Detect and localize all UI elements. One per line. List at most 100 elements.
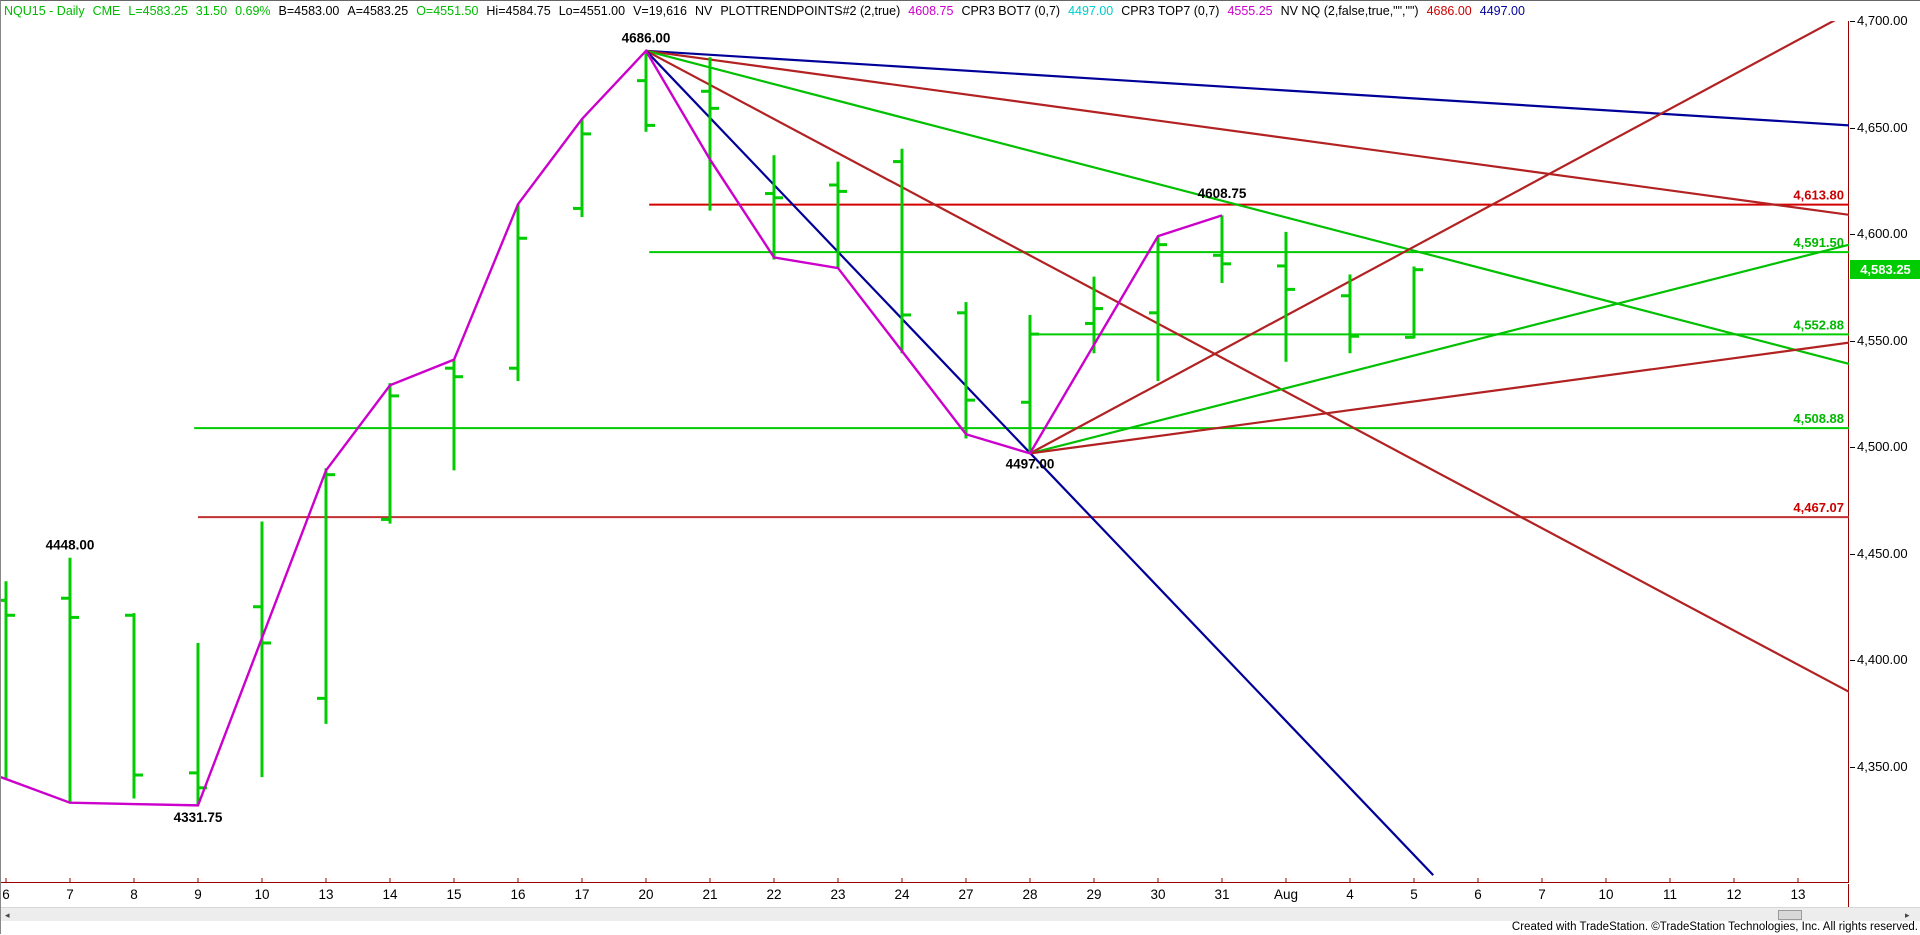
date-axis-label: 10: [254, 887, 270, 902]
header-segment: 4497.00: [1068, 4, 1114, 18]
tick-dash: [1850, 553, 1855, 555]
price-axis-label: 4,500.00: [1857, 439, 1908, 454]
tick-dash: [1850, 447, 1855, 449]
date-axis-label: 5: [1410, 887, 1418, 902]
chart-area[interactable]: 4,613.80 4,591.50 4,552.88 4,508.88 4,467.07…: [1, 21, 1849, 883]
date-axis-label: 16: [510, 887, 526, 902]
level-label: 4,508.88: [1793, 411, 1844, 426]
swing-price-annotation: 4331.75: [174, 810, 223, 825]
tick-dash: [1850, 234, 1855, 236]
header-segment: 4497.00: [1479, 4, 1525, 18]
date-axis-label: 6: [1474, 887, 1482, 902]
price-axis-label: 4,550.00: [1857, 332, 1908, 348]
date-axis-label: 6: [2, 887, 10, 902]
last-price-badge: 4,583.25: [1850, 260, 1920, 280]
trendline-low-green[interactable]: [1029, 243, 1849, 455]
trendline-peak-navy-shallow[interactable]: [645, 49, 1849, 127]
tick-dash: [1850, 127, 1855, 129]
date-axis-label: 22: [766, 887, 782, 902]
date-axis-label: 7: [66, 887, 74, 902]
date-axis-label: 27: [958, 887, 974, 902]
scroll-right-icon[interactable]: ▸: [1905, 910, 1910, 920]
scroll-left-icon[interactable]: ◂: [5, 910, 10, 920]
date-axis-label: 11: [1662, 887, 1677, 902]
date-axis-label: 15: [446, 887, 462, 902]
plottrendpoints-line[interactable]: [1, 48, 1223, 807]
date-axis-label: 13: [1790, 887, 1806, 902]
price-axis-label: 4,700.00: [1857, 13, 1908, 28]
header-segment: 4555.25: [1227, 4, 1273, 18]
date-axis-label: 7: [1538, 887, 1546, 902]
price-axis-tick: 4,450.00: [1850, 546, 1908, 562]
symbol-status-bar: NQU15 - Daily CME L=4583.25 31.50 0.69% B=458…: [1, 1, 1920, 21]
date-axis-label: 21: [702, 887, 718, 902]
trendline-peak-navy-steep[interactable]: [645, 50, 1434, 876]
price-axis-tick: 4,500.00: [1850, 439, 1908, 455]
header-segment: CME: [92, 4, 121, 18]
date-axis-label: 12: [1726, 887, 1742, 902]
tick-dash: [1850, 660, 1855, 662]
price-axis-label: 4,600.00: [1857, 226, 1908, 241]
header-segment: A=4583.25: [347, 4, 409, 18]
header-segment: 31.50: [195, 4, 228, 18]
date-axis-label: 20: [638, 887, 654, 902]
price-axis-tick: 4,550.00: [1850, 333, 1908, 349]
date-axis-label: 9: [194, 887, 202, 902]
level-label: 4,613.80: [1793, 188, 1844, 203]
date-axis-label: 13: [318, 887, 334, 902]
date-axis-label: 17: [574, 887, 590, 902]
price-axis-label: 4,450.00: [1857, 545, 1908, 561]
copyright-text: Created with TradeStation. ©TradeStation…: [1511, 921, 1918, 933]
price-axis-label: 4,350.00: [1857, 758, 1908, 774]
level-label: 4,552.88: [1793, 317, 1844, 332]
date-axis-label: 14: [382, 887, 398, 902]
header-segment: B=4583.00: [278, 4, 340, 18]
swing-price-annotation: 4497.00: [1006, 457, 1055, 472]
header-segment: NV NQ (2,false,true,"",""): [1280, 4, 1419, 18]
price-axis-tick: 4,350.00: [1850, 759, 1908, 775]
date-axis-label: 31: [1214, 887, 1230, 902]
trendline-low-red-shallow[interactable]: [1029, 341, 1849, 455]
date-axis-label: Aug: [1273, 887, 1299, 902]
level-label: 4,591.50: [1793, 235, 1844, 250]
date-axis-label: 24: [894, 887, 910, 902]
header-segment: CPR3 BOT7 (0,7): [961, 4, 1061, 18]
swing-price-annotation: 4608.75: [1198, 186, 1247, 201]
date-axis-label: 23: [830, 887, 846, 902]
price-chart[interactable]: 4,613.80 4,591.50 4,552.88 4,508.88 4,467.07…: [1, 21, 1849, 883]
header-segment: NQU15 - Daily: [4, 4, 85, 18]
header-segment: NV: [694, 4, 713, 18]
level-label: 4,467.07: [1793, 500, 1844, 515]
swing-price-annotation: 4686.00: [622, 31, 671, 46]
header-segment: V=19,616: [633, 4, 687, 18]
price-axis-tick: 4,700.00: [1850, 13, 1908, 29]
header-segment: 4608.75: [908, 4, 954, 18]
date-axis-label: 30: [1150, 887, 1166, 902]
header-segment: CPR3 TOP7 (0,7): [1121, 4, 1220, 18]
tick-dash: [1850, 340, 1855, 342]
tick-dash: [1850, 21, 1855, 23]
trendline-low-red-steep[interactable]: [1029, 21, 1849, 455]
scrollbar-thumb[interactable]: [1778, 910, 1802, 920]
header-segment: Hi=4584.75: [486, 4, 551, 18]
header-segment: PLOTTRENDPOINTS#2 (2,true): [720, 4, 901, 18]
price-axis-tick: 4,650.00: [1850, 120, 1908, 136]
status-bar: Created with TradeStation. ©TradeStation…: [1, 921, 1920, 935]
price-axis[interactable]: 4,700.00 4,650.00 4,600.00 4,550.00 4,500.00…: [1850, 13, 1920, 907]
trendline-peak-red-steep[interactable]: [645, 49, 1849, 693]
header-segment: L=4583.25: [128, 4, 188, 18]
price-axis-tick: 4,400.00: [1850, 652, 1908, 668]
header-segment: Lo=4551.00: [558, 4, 626, 18]
date-axis-label: 28: [1022, 887, 1038, 902]
date-axis-label: 29: [1086, 887, 1102, 902]
price-axis-label: 4,400.00: [1857, 652, 1908, 667]
horizontal-scrollbar[interactable]: ◂ ▸: [1, 907, 1920, 921]
date-axis-label: 4: [1346, 887, 1354, 902]
trendline-peak-red-shallow[interactable]: [645, 49, 1849, 216]
date-axis-label: 8: [130, 887, 138, 902]
date-axis[interactable]: 6 7 8 9 10 13 14 15 16 17 20 21 22 23 24 27 28 29 30 31 Aug 4…: [1, 884, 1849, 907]
price-axis-tick: 4,600.00: [1850, 226, 1908, 242]
trendline-peak-green[interactable]: [645, 49, 1849, 365]
date-axis-label: 10: [1598, 887, 1614, 902]
